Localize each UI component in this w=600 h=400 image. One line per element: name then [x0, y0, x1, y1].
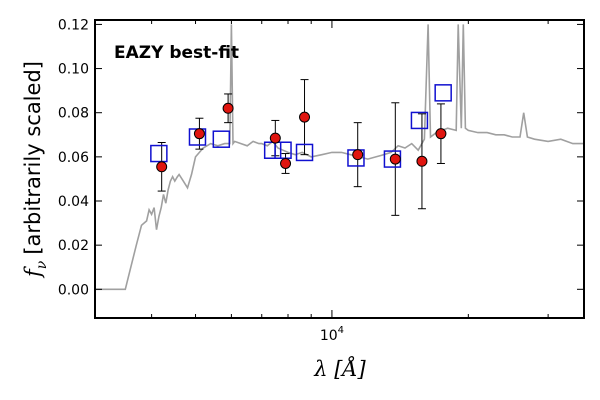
model-flux-square — [212, 130, 231, 148]
y-axis-symbol: f — [21, 266, 45, 279]
template-spectrum-line — [95, 24, 584, 291]
observed-flux-point — [352, 149, 364, 161]
observed-flux-point — [299, 111, 311, 123]
model-flux-square — [295, 143, 314, 162]
x-tick-label-exponent: 4 — [338, 325, 344, 336]
plot-area — [95, 24, 584, 291]
y-axis-label: fν [arbitrarily scaled] — [21, 61, 50, 279]
model-flux-square — [434, 84, 452, 102]
y-tick-label: 0.06 — [58, 150, 89, 166]
y-tick-label: 0.10 — [58, 62, 89, 78]
observed-flux-point — [435, 128, 447, 140]
chart-annotation: EAZY best-fit — [114, 43, 239, 63]
axes: 0.00 0.02 0.04 0.06 0.08 0.10 0.12 104 — [58, 17, 584, 344]
model-flux-square — [150, 144, 168, 163]
y-tick-label: 0.00 — [58, 282, 89, 298]
model-flux-square — [410, 111, 429, 130]
observed-flux-point — [269, 132, 281, 144]
model-flux-square — [274, 141, 292, 159]
y-tick-label: 0.08 — [58, 106, 89, 122]
y-tick-label: 0.12 — [58, 17, 89, 33]
observed-flux-point — [193, 128, 205, 140]
x-axis-label: λ [Å] — [313, 356, 366, 381]
x-tick-label-base: 10 — [320, 328, 338, 344]
x-tick-label: 104 — [320, 325, 344, 344]
observed-flux-point — [389, 153, 401, 165]
observed-flux-point — [416, 155, 428, 167]
observed-flux-point — [280, 157, 292, 169]
plot-frame — [94, 19, 585, 319]
y-tick-label: 0.02 — [58, 238, 89, 254]
y-tick-label: 0.04 — [58, 194, 89, 210]
y-axis-text: [arbitrarily scaled] — [21, 61, 45, 255]
observed-flux-point — [222, 102, 234, 114]
y-axis-subscript: ν — [34, 260, 50, 269]
observed-flux-point — [156, 161, 168, 173]
